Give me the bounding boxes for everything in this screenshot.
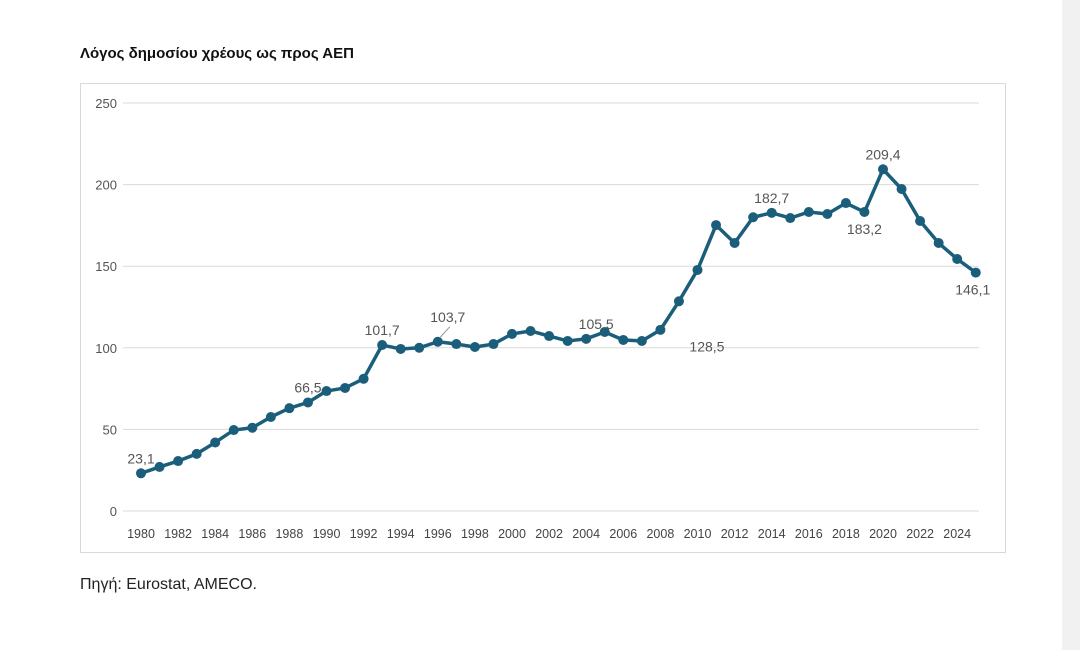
data-point — [711, 220, 722, 231]
data-point — [321, 386, 332, 397]
data-point — [952, 254, 963, 265]
y-tick-label: 100 — [95, 341, 117, 356]
chart-frame — [80, 83, 1006, 553]
data-point — [803, 207, 814, 218]
data-label: 103,7 — [430, 309, 465, 325]
data-label: 23,1 — [127, 450, 154, 466]
data-point — [340, 382, 351, 393]
data-point — [970, 267, 981, 278]
x-tick-label: 1992 — [350, 527, 378, 541]
x-tick-label: 1988 — [275, 527, 303, 541]
data-point — [469, 341, 480, 352]
data-point — [395, 343, 406, 354]
x-tick-label: 1990 — [313, 527, 341, 541]
data-point — [933, 238, 944, 249]
series-line — [140, 167, 977, 475]
data-point — [544, 331, 555, 342]
data-label: 128,5 — [689, 338, 724, 354]
chart-title: Λόγος δημοσίου χρέους ως προς ΑΕΠ — [80, 45, 354, 62]
x-tick-label: 1980 — [127, 527, 155, 541]
data-point — [915, 215, 926, 226]
data-point — [878, 164, 888, 175]
y-tick-label: 50 — [103, 422, 117, 437]
data-point — [191, 448, 202, 459]
data-point — [154, 461, 165, 472]
x-tick-label: 2020 — [869, 527, 897, 541]
data-point — [618, 334, 629, 345]
x-tick-label: 2014 — [758, 527, 786, 541]
data-point — [822, 208, 833, 219]
data-point — [636, 335, 647, 346]
data-label: 66,5 — [294, 379, 321, 395]
x-tick-label: 1982 — [164, 527, 192, 541]
x-tick-label: 1986 — [238, 527, 266, 541]
data-label: 183,2 — [847, 221, 882, 237]
data-point — [599, 326, 610, 337]
data-point — [228, 425, 239, 436]
data-point — [562, 335, 573, 346]
x-tick-label: 1996 — [424, 527, 452, 541]
x-tick-label: 1998 — [461, 527, 489, 541]
data-label: 209,4 — [865, 146, 900, 162]
data-point — [432, 336, 443, 347]
data-label: 146,1 — [955, 282, 990, 298]
data-point — [451, 339, 462, 350]
data-point — [377, 340, 388, 351]
data-point — [581, 333, 592, 344]
x-tick-label: 2008 — [646, 527, 674, 541]
data-point — [840, 198, 851, 209]
data-point — [265, 411, 276, 422]
data-label: 105,5 — [579, 316, 614, 332]
y-tick-label: 150 — [95, 259, 117, 274]
data-point — [673, 296, 684, 307]
x-tick-label: 1994 — [387, 527, 415, 541]
x-tick-label: 2004 — [572, 527, 600, 541]
page-edge-shade — [1062, 0, 1080, 650]
data-point — [210, 437, 221, 448]
x-tick-label: 1984 — [201, 527, 229, 541]
data-point — [414, 342, 425, 353]
data-label: 182,7 — [754, 190, 789, 206]
x-tick-label: 2016 — [795, 527, 823, 541]
data-point — [859, 207, 870, 218]
data-point — [507, 328, 517, 339]
data-point — [785, 213, 796, 224]
x-tick-label: 2022 — [906, 527, 934, 541]
data-point — [284, 403, 295, 414]
y-tick-label: 0 — [110, 504, 117, 519]
data-point — [302, 397, 313, 408]
data-point — [173, 456, 184, 467]
x-tick-label: 2012 — [721, 527, 749, 541]
data-point — [896, 184, 907, 195]
data-point — [766, 207, 777, 218]
y-tick-label: 250 — [95, 96, 117, 111]
x-tick-label: 2006 — [609, 527, 637, 541]
data-point — [655, 324, 666, 335]
data-point — [748, 212, 759, 223]
data-label: 101,7 — [365, 322, 400, 338]
label-leader-line — [439, 326, 451, 339]
data-point — [729, 238, 740, 249]
y-tick-label: 200 — [95, 178, 117, 193]
source-note: Πηγή: Eurostat, AMECO. — [80, 576, 257, 593]
x-tick-label: 2024 — [943, 527, 971, 541]
x-tick-label: 2000 — [498, 527, 526, 541]
x-tick-label: 2010 — [684, 527, 712, 541]
data-point — [488, 339, 499, 350]
data-point — [247, 422, 258, 433]
x-tick-label: 2002 — [535, 527, 563, 541]
data-point — [358, 373, 369, 384]
data-point — [525, 325, 536, 336]
x-tick-label: 2018 — [832, 527, 860, 541]
data-point — [136, 468, 146, 479]
data-point — [692, 264, 703, 275]
